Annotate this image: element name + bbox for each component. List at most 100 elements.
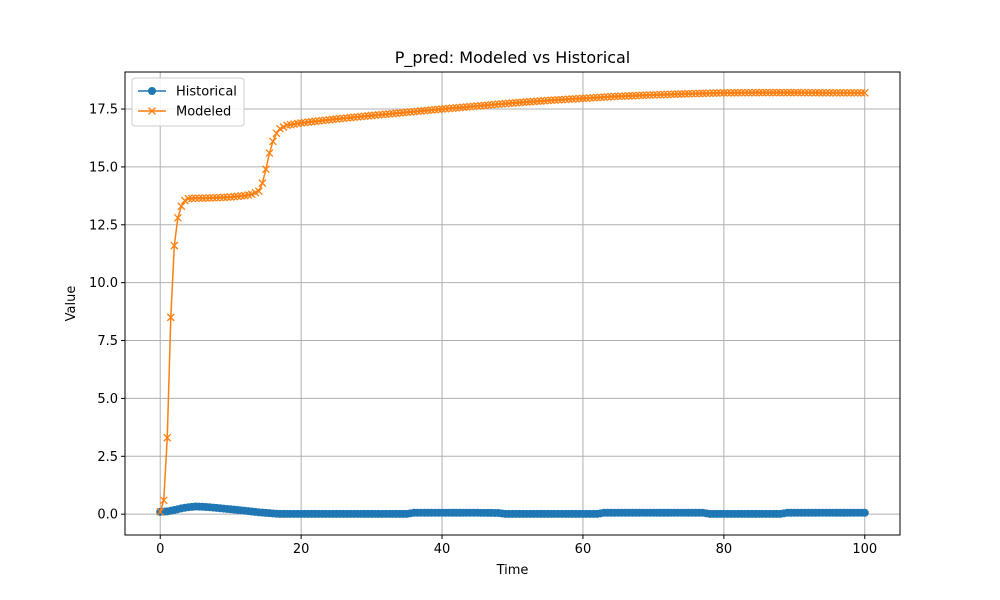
data-point bbox=[638, 91, 647, 100]
y-axis-label: Value bbox=[64, 286, 79, 322]
plot-series bbox=[156, 88, 869, 518]
data-point bbox=[642, 91, 651, 100]
data-point bbox=[173, 213, 182, 222]
data-point bbox=[860, 508, 869, 517]
data-point bbox=[850, 88, 859, 97]
y-tick-label: 17.5 bbox=[89, 103, 118, 118]
data-point bbox=[557, 95, 566, 104]
y-tick-label: 0.0 bbox=[97, 508, 118, 523]
data-point bbox=[853, 88, 862, 97]
data-point bbox=[839, 88, 848, 97]
legend-marker bbox=[148, 107, 156, 115]
data-point bbox=[652, 90, 661, 99]
data-point bbox=[716, 88, 725, 97]
legend-marker bbox=[148, 87, 156, 95]
data-point bbox=[586, 94, 594, 102]
data-point bbox=[786, 88, 795, 97]
data-point bbox=[550, 96, 559, 105]
data-point bbox=[554, 95, 563, 104]
data-point bbox=[610, 92, 619, 101]
data-point bbox=[822, 88, 830, 97]
data-point bbox=[628, 91, 637, 100]
data-point bbox=[688, 89, 697, 98]
data-point bbox=[209, 193, 218, 202]
data-point bbox=[691, 89, 700, 98]
data-point bbox=[684, 89, 693, 98]
data-point bbox=[818, 88, 827, 97]
x-tick-label: 80 bbox=[716, 542, 733, 557]
data-point bbox=[631, 91, 640, 100]
legend: Historical Modeled bbox=[131, 77, 245, 127]
data-point bbox=[205, 193, 214, 202]
data-point bbox=[645, 91, 654, 100]
data-point bbox=[772, 88, 781, 97]
x-tick-label: 100 bbox=[852, 542, 877, 557]
data-point bbox=[825, 88, 834, 97]
data-point bbox=[762, 88, 771, 97]
data-point bbox=[582, 94, 591, 103]
x-tick-label: 20 bbox=[293, 542, 310, 557]
data-point bbox=[268, 137, 277, 146]
data-point bbox=[857, 88, 866, 97]
data-point bbox=[726, 88, 735, 97]
data-point bbox=[709, 89, 718, 98]
data-point bbox=[829, 88, 838, 97]
data-point bbox=[748, 88, 757, 97]
data-point bbox=[578, 94, 587, 103]
data-point bbox=[698, 89, 707, 98]
data-point bbox=[219, 193, 228, 202]
data-point bbox=[681, 89, 690, 98]
data-point bbox=[751, 88, 760, 97]
y-tick-label: 12.5 bbox=[89, 218, 118, 233]
data-point bbox=[741, 88, 749, 97]
data-point bbox=[677, 90, 686, 98]
data-point bbox=[170, 241, 179, 250]
data-point bbox=[202, 194, 210, 203]
data-point bbox=[177, 202, 186, 211]
data-point bbox=[272, 129, 281, 138]
data-point bbox=[793, 88, 802, 97]
data-point bbox=[212, 193, 221, 202]
data-point bbox=[596, 93, 605, 102]
data-point bbox=[198, 194, 207, 203]
data-point bbox=[195, 194, 203, 203]
data-point bbox=[614, 92, 623, 101]
data-point bbox=[779, 88, 788, 97]
y-tick-label: 7.5 bbox=[97, 334, 118, 349]
data-point bbox=[564, 95, 573, 104]
data-point bbox=[543, 96, 552, 105]
data-point bbox=[216, 193, 225, 202]
legend-item-historical: Historical bbox=[138, 85, 237, 100]
data-point bbox=[755, 88, 764, 97]
data-point bbox=[758, 88, 767, 97]
data-point bbox=[776, 88, 785, 97]
data-point bbox=[815, 88, 823, 97]
data-point bbox=[649, 90, 658, 99]
data-point bbox=[769, 88, 778, 97]
data-point bbox=[846, 88, 855, 97]
data-point bbox=[163, 433, 172, 442]
data-point bbox=[561, 95, 570, 104]
y-tick-label: 2.5 bbox=[97, 450, 118, 465]
data-point bbox=[730, 88, 739, 97]
data-point bbox=[783, 88, 792, 97]
data-point bbox=[843, 88, 852, 97]
data-point bbox=[733, 88, 742, 97]
data-point bbox=[593, 93, 602, 102]
data-point bbox=[568, 95, 577, 103]
x-tick-label: 60 bbox=[575, 542, 592, 557]
data-point bbox=[712, 89, 721, 97]
data-point bbox=[617, 92, 626, 101]
data-point bbox=[254, 187, 263, 196]
y-tick-label: 15.0 bbox=[89, 160, 118, 175]
data-point bbox=[832, 88, 841, 97]
data-point bbox=[797, 88, 806, 97]
data-point bbox=[737, 88, 746, 97]
y-axis-ticks: 0.0 2.5 5.0 7.5 10.0 12.5 15.0 17.5 bbox=[89, 103, 125, 523]
legend-box bbox=[131, 77, 245, 127]
legend-label: Historical bbox=[176, 85, 237, 100]
data-point bbox=[702, 89, 711, 98]
data-point bbox=[660, 90, 668, 99]
